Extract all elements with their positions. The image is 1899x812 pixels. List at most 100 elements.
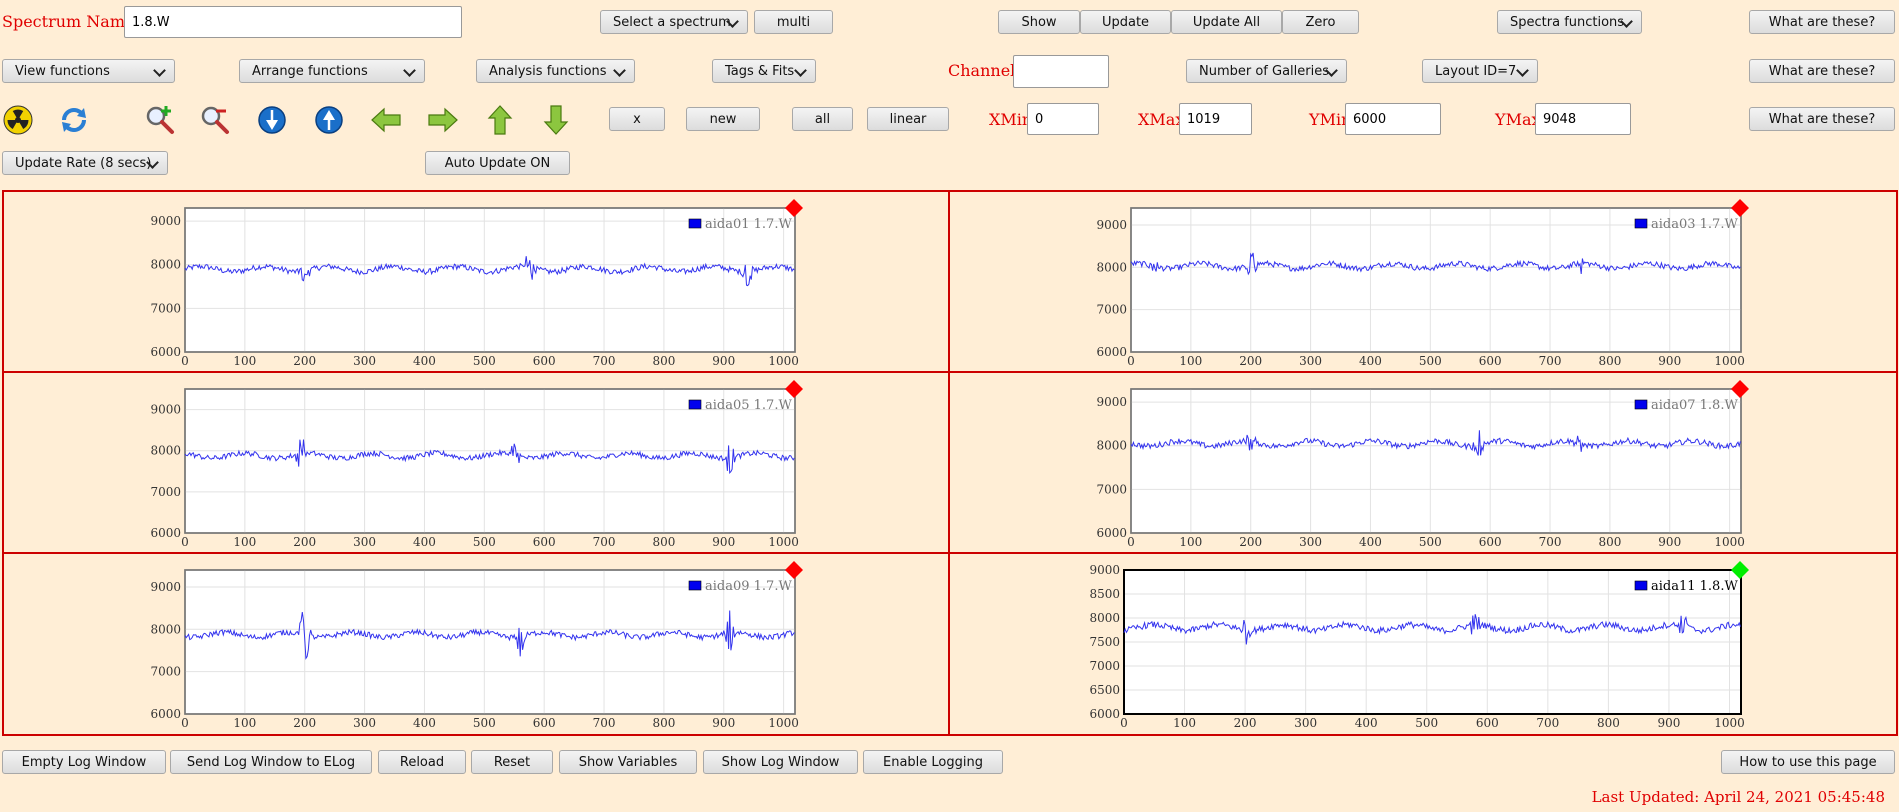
what-are-these-button-1[interactable]: What are these? — [1749, 10, 1895, 34]
view-functions-dropdown[interactable]: View functions — [2, 59, 175, 83]
x-tick-label: 600 — [1479, 535, 1502, 549]
x-tick-label: 300 — [353, 354, 376, 368]
ymin-label: YMin — [1309, 110, 1352, 129]
xmin-input[interactable]: 0 — [1027, 103, 1099, 135]
x-tick-label: 100 — [1179, 535, 1202, 549]
ymin-input[interactable]: 6000 — [1345, 103, 1441, 135]
select-spectrum-dropdown[interactable]: Select a spectrum — [600, 10, 748, 34]
update-button[interactable]: Update — [1080, 10, 1171, 34]
x-tick-label: 200 — [1234, 716, 1257, 730]
x-tick-label: 800 — [1597, 716, 1620, 730]
tags-fits-label: Tags & Fits — [725, 63, 795, 79]
legend-swatch — [1634, 399, 1648, 410]
reset-button[interactable]: Reset — [471, 750, 553, 774]
multi-button[interactable]: multi — [754, 10, 833, 34]
spectrum-panel-4[interactable]: 0 100 200 300 400 500 600 700 800 900 1000 6000 7000… — [950, 373, 1896, 554]
x-tick-label: 700 — [593, 354, 616, 368]
up-arrow-icon[interactable] — [484, 104, 516, 136]
left-arrow-icon[interactable] — [370, 104, 402, 136]
how-to-use-button[interactable]: How to use this page — [1721, 750, 1895, 774]
zoom-in-icon[interactable] — [144, 104, 176, 136]
legend-label: aida09 1.7.W — [705, 579, 792, 594]
x-tick-label: 1000 — [768, 354, 799, 368]
legend-label: aida01 1.7.W — [705, 217, 792, 232]
y-tick-label: 9000 — [150, 214, 181, 228]
x-tick-label: 800 — [652, 716, 675, 730]
x-tick-label: 400 — [1359, 535, 1382, 549]
expand-y-icon[interactable] — [256, 104, 288, 136]
show-log-button[interactable]: Show Log Window — [703, 750, 858, 774]
reload-button[interactable]: Reload — [378, 750, 466, 774]
tags-fits-dropdown[interactable]: Tags & Fits — [712, 59, 816, 83]
x-tick-label: 300 — [353, 716, 376, 730]
spectrum-name-input[interactable]: 1.8.W — [124, 6, 462, 38]
zero-button[interactable]: Zero — [1282, 10, 1359, 34]
x-tick-label: 1000 — [768, 716, 799, 730]
x-tick-label: 100 — [233, 716, 256, 730]
send-log-button[interactable]: Send Log Window to ELog — [170, 750, 372, 774]
empty-log-button[interactable]: Empty Log Window — [2, 750, 166, 774]
x-tick-label: 600 — [1479, 354, 1502, 368]
spectrum-plot: 0 100 200 300 400 500 600 700 800 900 1000 6000 7000… — [150, 561, 803, 730]
right-arrow-icon[interactable] — [427, 104, 459, 136]
zoom-out-icon[interactable] — [199, 104, 231, 136]
channel-input[interactable] — [1013, 55, 1109, 88]
legend-label: aida05 1.7.W — [705, 398, 792, 413]
status-indicator[interactable] — [785, 380, 803, 398]
y-tick-label: 8000 — [150, 622, 181, 636]
radiation-icon[interactable] — [2, 104, 34, 136]
refresh-icon[interactable] — [58, 104, 90, 136]
x-tick-label: 0 — [181, 535, 189, 549]
x-button[interactable]: x — [609, 107, 665, 131]
x-tick-label: 0 — [181, 354, 189, 368]
x-tick-label: 900 — [1658, 354, 1681, 368]
spectrum-panel-5[interactable]: 0 100 200 300 400 500 600 700 800 900 1000 6000 7000… — [4, 554, 950, 735]
all-button[interactable]: all — [792, 107, 853, 131]
show-button[interactable]: Show — [998, 10, 1080, 34]
spectrum-panel-1[interactable]: 0 100 200 300 400 500 600 700 800 900 1000 6000 7000… — [4, 192, 950, 373]
what-are-these-button-3[interactable]: What are these? — [1749, 107, 1895, 131]
status-indicator[interactable] — [1731, 380, 1749, 398]
spectra-functions-dropdown[interactable]: Spectra functions — [1497, 10, 1642, 34]
new-button[interactable]: new — [686, 107, 760, 131]
spectrum-panel-6[interactable]: 0 100 200 300 400 500 600 700 800 900 1000 6000 6500… — [950, 554, 1896, 735]
status-indicator[interactable] — [1731, 561, 1749, 579]
y-tick-label: 6000 — [1096, 526, 1127, 540]
plot-frame — [184, 569, 796, 715]
spectrum-trace — [184, 256, 795, 287]
layout-dropdown[interactable]: Layout ID=7 — [1422, 59, 1538, 83]
plot-area — [184, 569, 796, 715]
x-tick-label: 200 — [293, 535, 316, 549]
status-indicator[interactable] — [1731, 199, 1749, 217]
number-of-galleries-dropdown[interactable]: Number of Galleries — [1186, 59, 1347, 83]
spectrum-panel-2[interactable]: 0 100 200 300 400 500 600 700 800 900 1000 6000 7000… — [950, 192, 1896, 373]
x-tick-label: 900 — [1657, 716, 1680, 730]
x-tick-label: 300 — [1299, 535, 1322, 549]
spectrum-panel-3[interactable]: 0 100 200 300 400 500 600 700 800 900 1000 6000 7000… — [4, 373, 950, 554]
shrink-y-icon[interactable] — [313, 104, 345, 136]
auto-update-button[interactable]: Auto Update ON — [425, 151, 570, 175]
status-indicator[interactable] — [785, 199, 803, 217]
x-tick-label: 700 — [1536, 716, 1559, 730]
x-tick-label: 800 — [652, 535, 675, 549]
x-tick-label: 1000 — [1714, 354, 1745, 368]
enable-logging-button[interactable]: Enable Logging — [863, 750, 1003, 774]
x-tick-label: 900 — [712, 716, 735, 730]
analysis-functions-dropdown[interactable]: Analysis functions — [476, 59, 635, 83]
ymax-input[interactable]: 9048 — [1535, 103, 1631, 135]
spectrum-plot: 0 100 200 300 400 500 600 700 800 900 1000 6000 7000… — [1096, 380, 1749, 549]
x-tick-label: 600 — [533, 535, 556, 549]
update-all-button[interactable]: Update All — [1171, 10, 1282, 34]
linear-button[interactable]: linear — [867, 107, 949, 131]
legend-swatch — [688, 218, 702, 229]
update-rate-dropdown[interactable]: Update Rate (8 secs) — [2, 151, 168, 175]
what-are-these-button-2[interactable]: What are these? — [1749, 59, 1895, 83]
xmax-input[interactable]: 1019 — [1179, 103, 1252, 135]
plot-frame — [1123, 569, 1742, 715]
x-tick-label: 400 — [413, 354, 436, 368]
status-indicator[interactable] — [785, 561, 803, 579]
legend-swatch — [688, 580, 702, 591]
down-arrow-icon[interactable] — [540, 104, 572, 136]
show-variables-button[interactable]: Show Variables — [559, 750, 697, 774]
arrange-functions-dropdown[interactable]: Arrange functions — [239, 59, 425, 83]
